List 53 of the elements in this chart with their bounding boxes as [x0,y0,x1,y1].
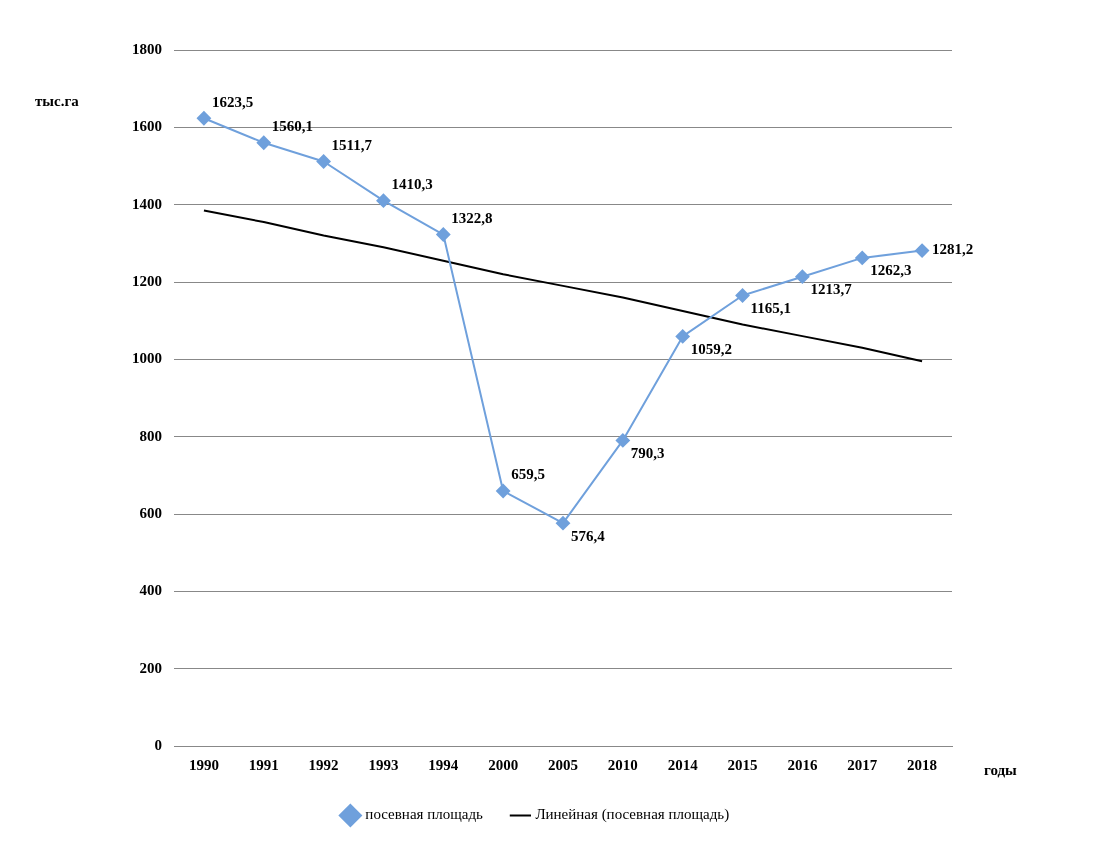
x-tick-label: 2000 [488,756,519,773]
point [556,516,570,531]
x-axis-title: годы [984,761,1018,778]
x-tick-label: 1994 [428,756,459,773]
x-tick-label: 2010 [607,756,638,773]
x-tick-label: 2005 [548,756,578,773]
data-label: 1511,7 [331,136,373,153]
point [496,483,511,498]
data-label: 1213,7 [810,281,853,298]
x-tick-label: 1992 [308,756,339,773]
y-tick-label: 1200 [132,272,162,289]
data-label: 1410,3 [391,176,433,193]
x-tick-label: 2018 [907,756,938,773]
data-label: 1322,8 [451,209,493,226]
y-tick-label: 0 [154,736,162,753]
y-tick-label: 1000 [132,350,162,367]
data-label: 1165,1 [750,299,791,316]
point [196,111,211,126]
data-label: 790,3 [630,444,665,461]
y-tick-label: 400 [139,582,162,599]
y-tick-label: 800 [139,427,162,444]
y-tick-label: 200 [139,659,162,676]
point [615,433,630,448]
data-label: 659,5 [511,466,545,483]
point [855,250,870,265]
y-axis-title: тыс.га [35,92,80,109]
data-label: 1262,3 [870,262,912,279]
point [735,288,750,303]
point [436,227,451,242]
y-tick-label: 1600 [132,118,162,135]
point [316,154,331,169]
y-tick-label: 1800 [132,40,162,57]
x-tick-label: 2016 [787,756,818,773]
y-tick-label: 1400 [132,195,162,212]
data-label: 1560,1 [271,118,314,135]
legend-label: Линейная (посевная площадь) [535,806,730,824]
data-label: 1059,2 [690,340,732,357]
y-tick-label: 600 [139,504,162,521]
point [376,193,391,208]
point [795,269,810,284]
point [915,243,930,258]
x-tick-label: 2014 [667,756,699,773]
x-tick-label: 1993 [368,756,399,773]
x-tick-label: 1991 [248,756,279,773]
point [675,329,690,344]
data-label: 1623,5 [211,93,254,110]
data-label: 576,4 [571,527,606,544]
legend-label: посевная площадь [365,806,484,823]
data-label: 1281,2 [932,241,974,258]
x-tick-label: 2015 [727,756,758,773]
x-tick-label: 2017 [847,756,878,773]
x-tick-label: 1990 [188,756,219,773]
point [256,135,271,150]
